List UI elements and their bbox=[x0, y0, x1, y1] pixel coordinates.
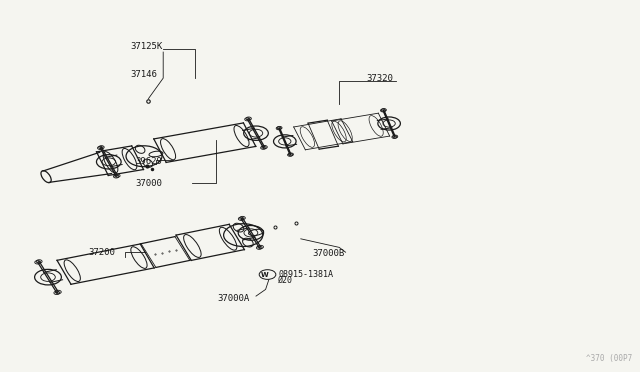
Text: 37000B: 37000B bbox=[312, 249, 344, 258]
Text: Ø20: Ø20 bbox=[278, 276, 293, 285]
Text: 37200: 37200 bbox=[88, 248, 115, 257]
Text: W: W bbox=[260, 272, 268, 278]
Text: 39629: 39629 bbox=[136, 157, 163, 166]
Text: 37320: 37320 bbox=[366, 74, 393, 83]
Text: 37125K: 37125K bbox=[130, 42, 162, 51]
Text: 37000A: 37000A bbox=[218, 294, 250, 303]
Text: 37146: 37146 bbox=[130, 70, 157, 79]
Text: 08915-1381A: 08915-1381A bbox=[278, 270, 333, 279]
Text: ^370 (00P7: ^370 (00P7 bbox=[586, 354, 632, 363]
Text: 37000: 37000 bbox=[136, 179, 163, 187]
Ellipse shape bbox=[41, 171, 51, 183]
